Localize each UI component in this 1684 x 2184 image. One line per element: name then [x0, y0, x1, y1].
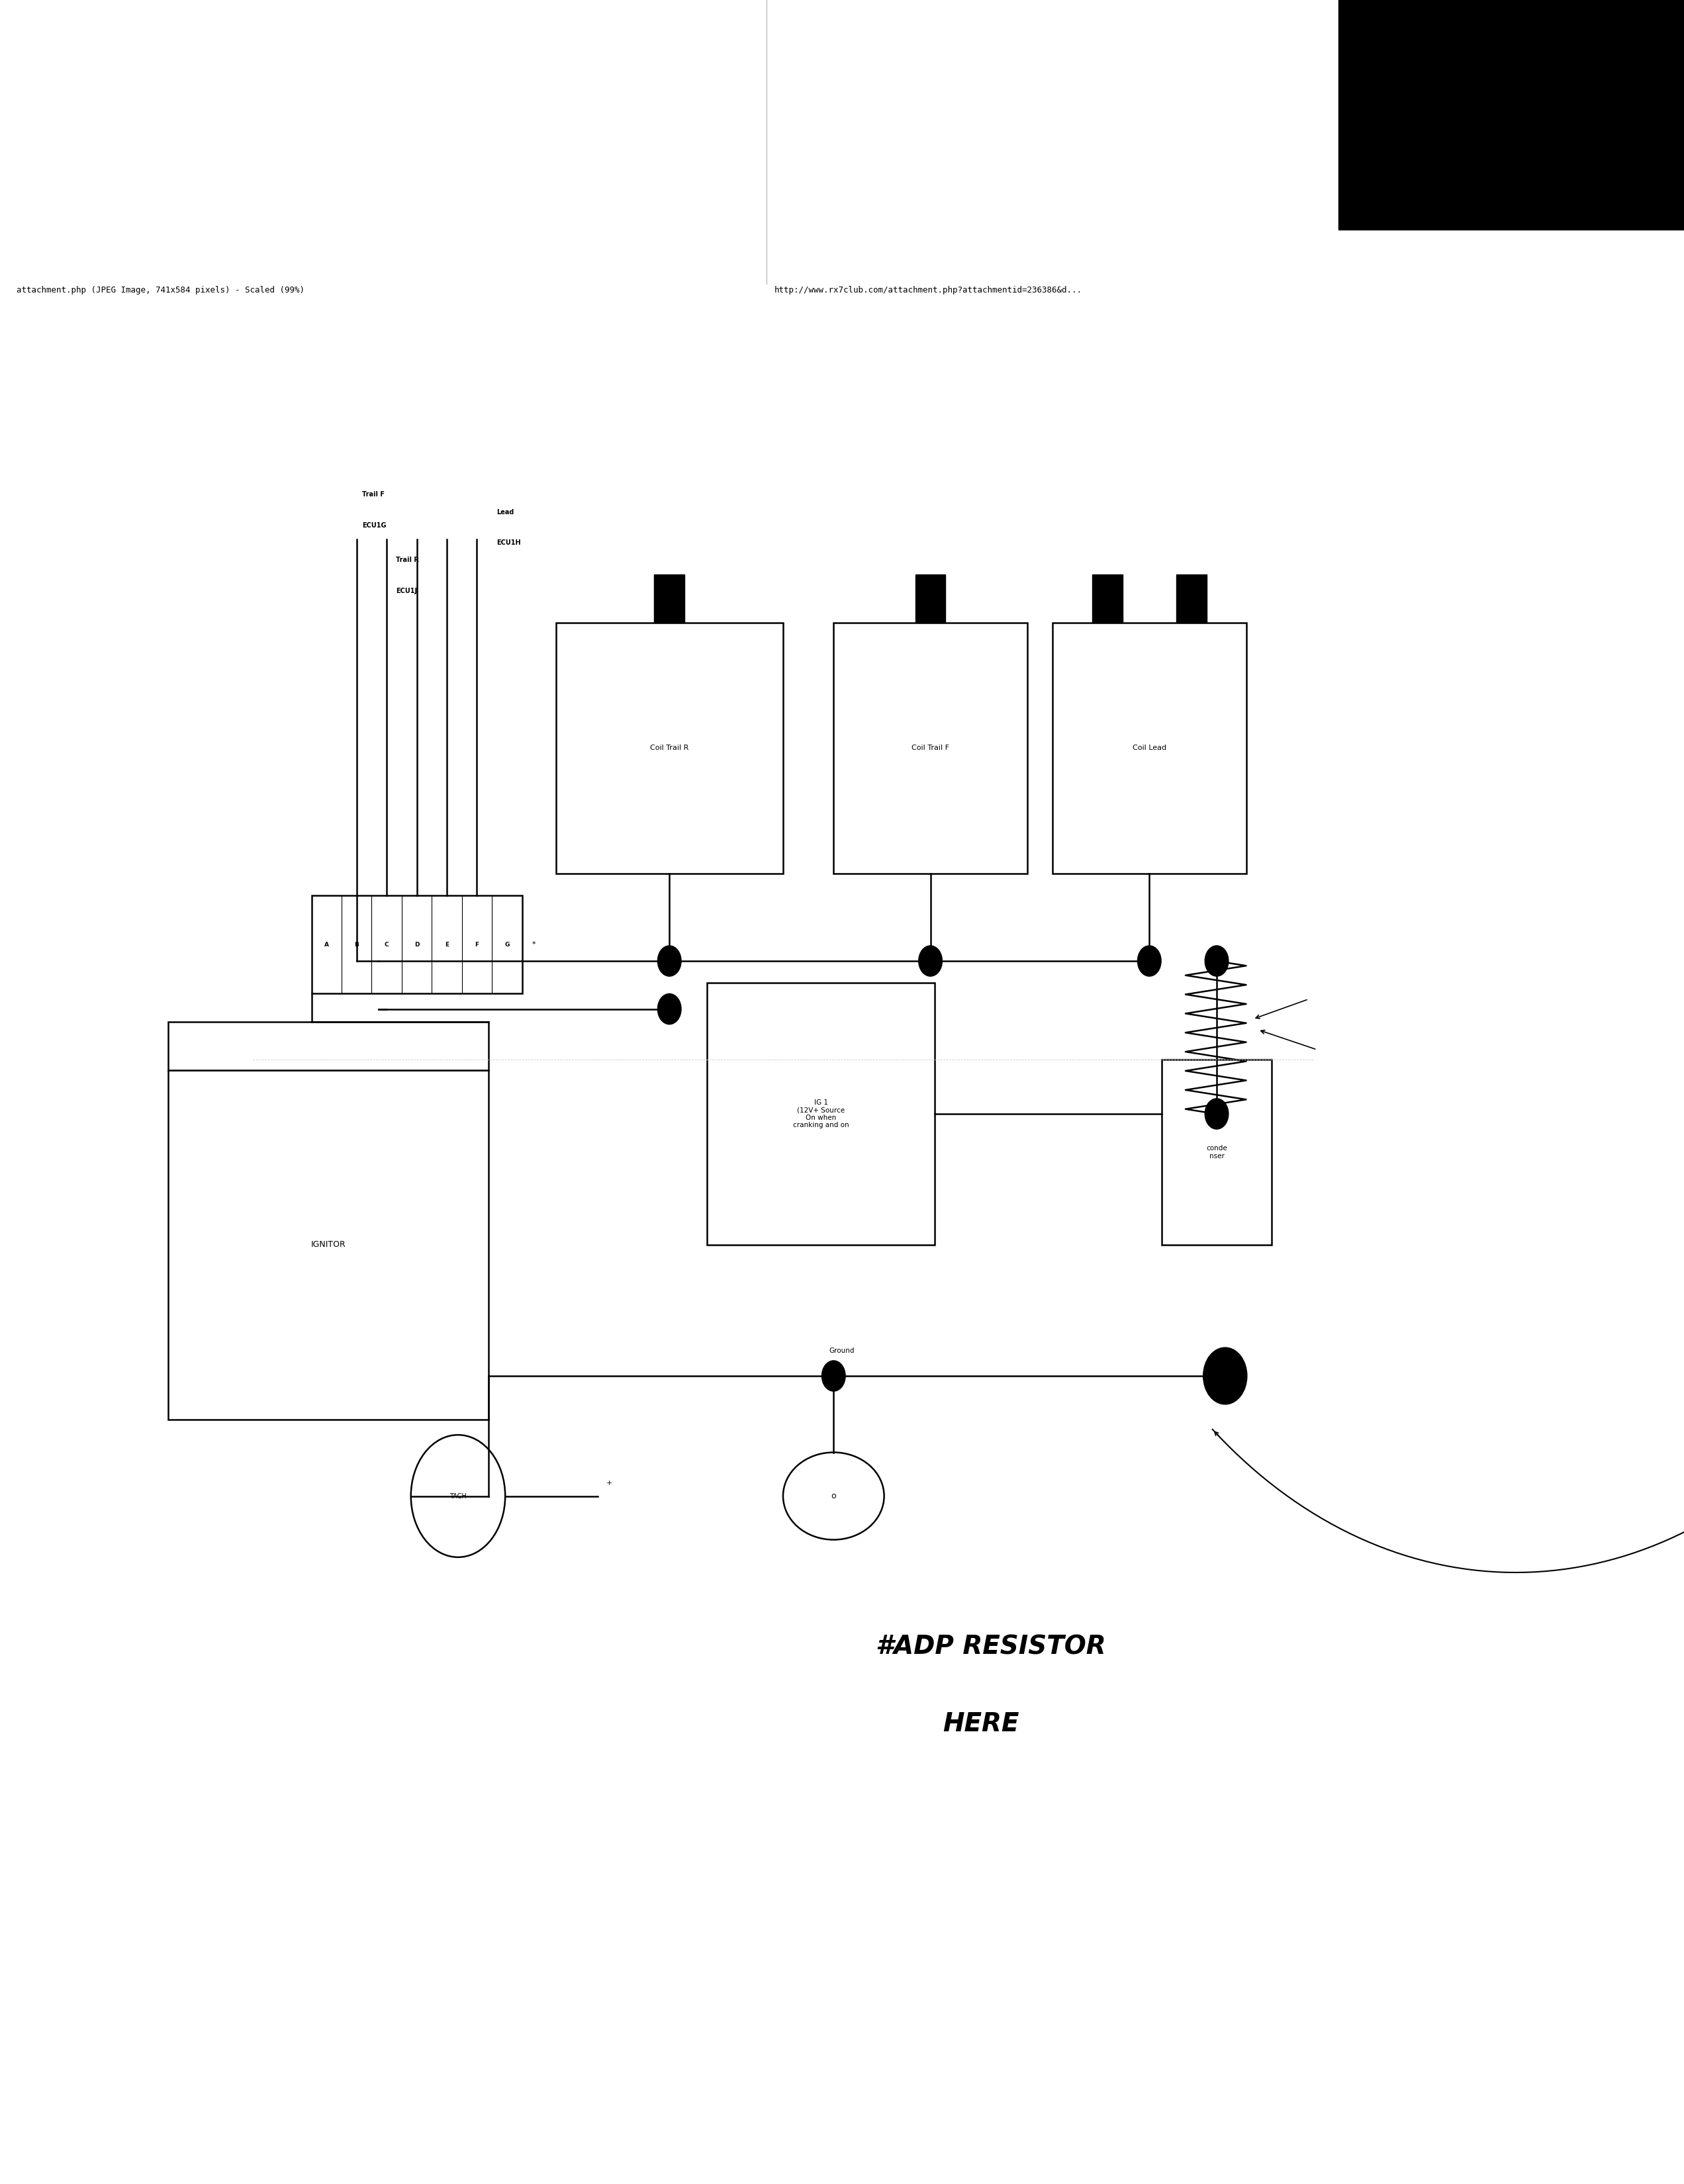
Bar — [834, 622, 1027, 874]
Text: #ADP RESISTOR: #ADP RESISTOR — [876, 1634, 1106, 1660]
Text: ECU1J: ECU1J — [396, 587, 418, 594]
Text: http://www.rx7club.com/attachment.php?attachmentid=236386&d...: http://www.rx7club.com/attachment.php?at… — [775, 286, 1083, 295]
Text: F: F — [475, 941, 478, 948]
Text: Lead: Lead — [497, 509, 514, 515]
Text: TACH: TACH — [450, 1492, 466, 1500]
Text: IGNITOR: IGNITOR — [312, 1241, 345, 1249]
Bar — [707, 983, 935, 1245]
Bar — [1339, 0, 1684, 229]
Bar — [1091, 574, 1123, 622]
Text: HERE: HERE — [943, 1710, 1019, 1736]
Circle shape — [657, 994, 680, 1024]
Text: Trail R: Trail R — [396, 557, 419, 563]
Text: Coil Trail F: Coil Trail F — [911, 745, 950, 751]
Text: D: D — [414, 941, 419, 948]
Bar — [916, 574, 946, 622]
Circle shape — [1138, 946, 1162, 976]
Text: A: A — [325, 941, 328, 948]
Text: IG 1
(12V+ Source
On when
cranking and on: IG 1 (12V+ Source On when cranking and o… — [793, 1099, 849, 1129]
Text: o: o — [832, 1492, 835, 1500]
Circle shape — [1204, 946, 1228, 976]
Bar — [655, 574, 685, 622]
Text: +: + — [606, 1481, 613, 1487]
Text: Trail F: Trail F — [362, 491, 384, 498]
Text: ECU1H: ECU1H — [497, 539, 520, 546]
Text: B: B — [354, 941, 359, 948]
Circle shape — [919, 946, 943, 976]
Bar — [168, 1070, 488, 1420]
Circle shape — [1202, 1348, 1246, 1404]
Text: attachment.php (JPEG Image, 741x584 pixels) - Scaled (99%): attachment.php (JPEG Image, 741x584 pixe… — [17, 286, 305, 295]
Text: C: C — [384, 941, 389, 948]
Bar — [168, 1022, 488, 1070]
Bar — [556, 622, 783, 874]
Text: *: * — [532, 941, 536, 948]
Bar — [1162, 1059, 1271, 1245]
Bar — [1175, 574, 1206, 622]
Text: ECU1G: ECU1G — [362, 522, 386, 529]
Circle shape — [822, 1361, 845, 1391]
Text: G: G — [505, 941, 510, 948]
Text: Ground: Ground — [829, 1348, 855, 1354]
Circle shape — [657, 946, 680, 976]
Circle shape — [1204, 1099, 1228, 1129]
Bar — [312, 895, 522, 994]
Bar — [1052, 622, 1246, 874]
Text: Coil Lead: Coil Lead — [1132, 745, 1167, 751]
Text: conde
nser: conde nser — [1206, 1144, 1228, 1160]
Text: E: E — [445, 941, 450, 948]
Text: Coil Trail R: Coil Trail R — [650, 745, 689, 751]
